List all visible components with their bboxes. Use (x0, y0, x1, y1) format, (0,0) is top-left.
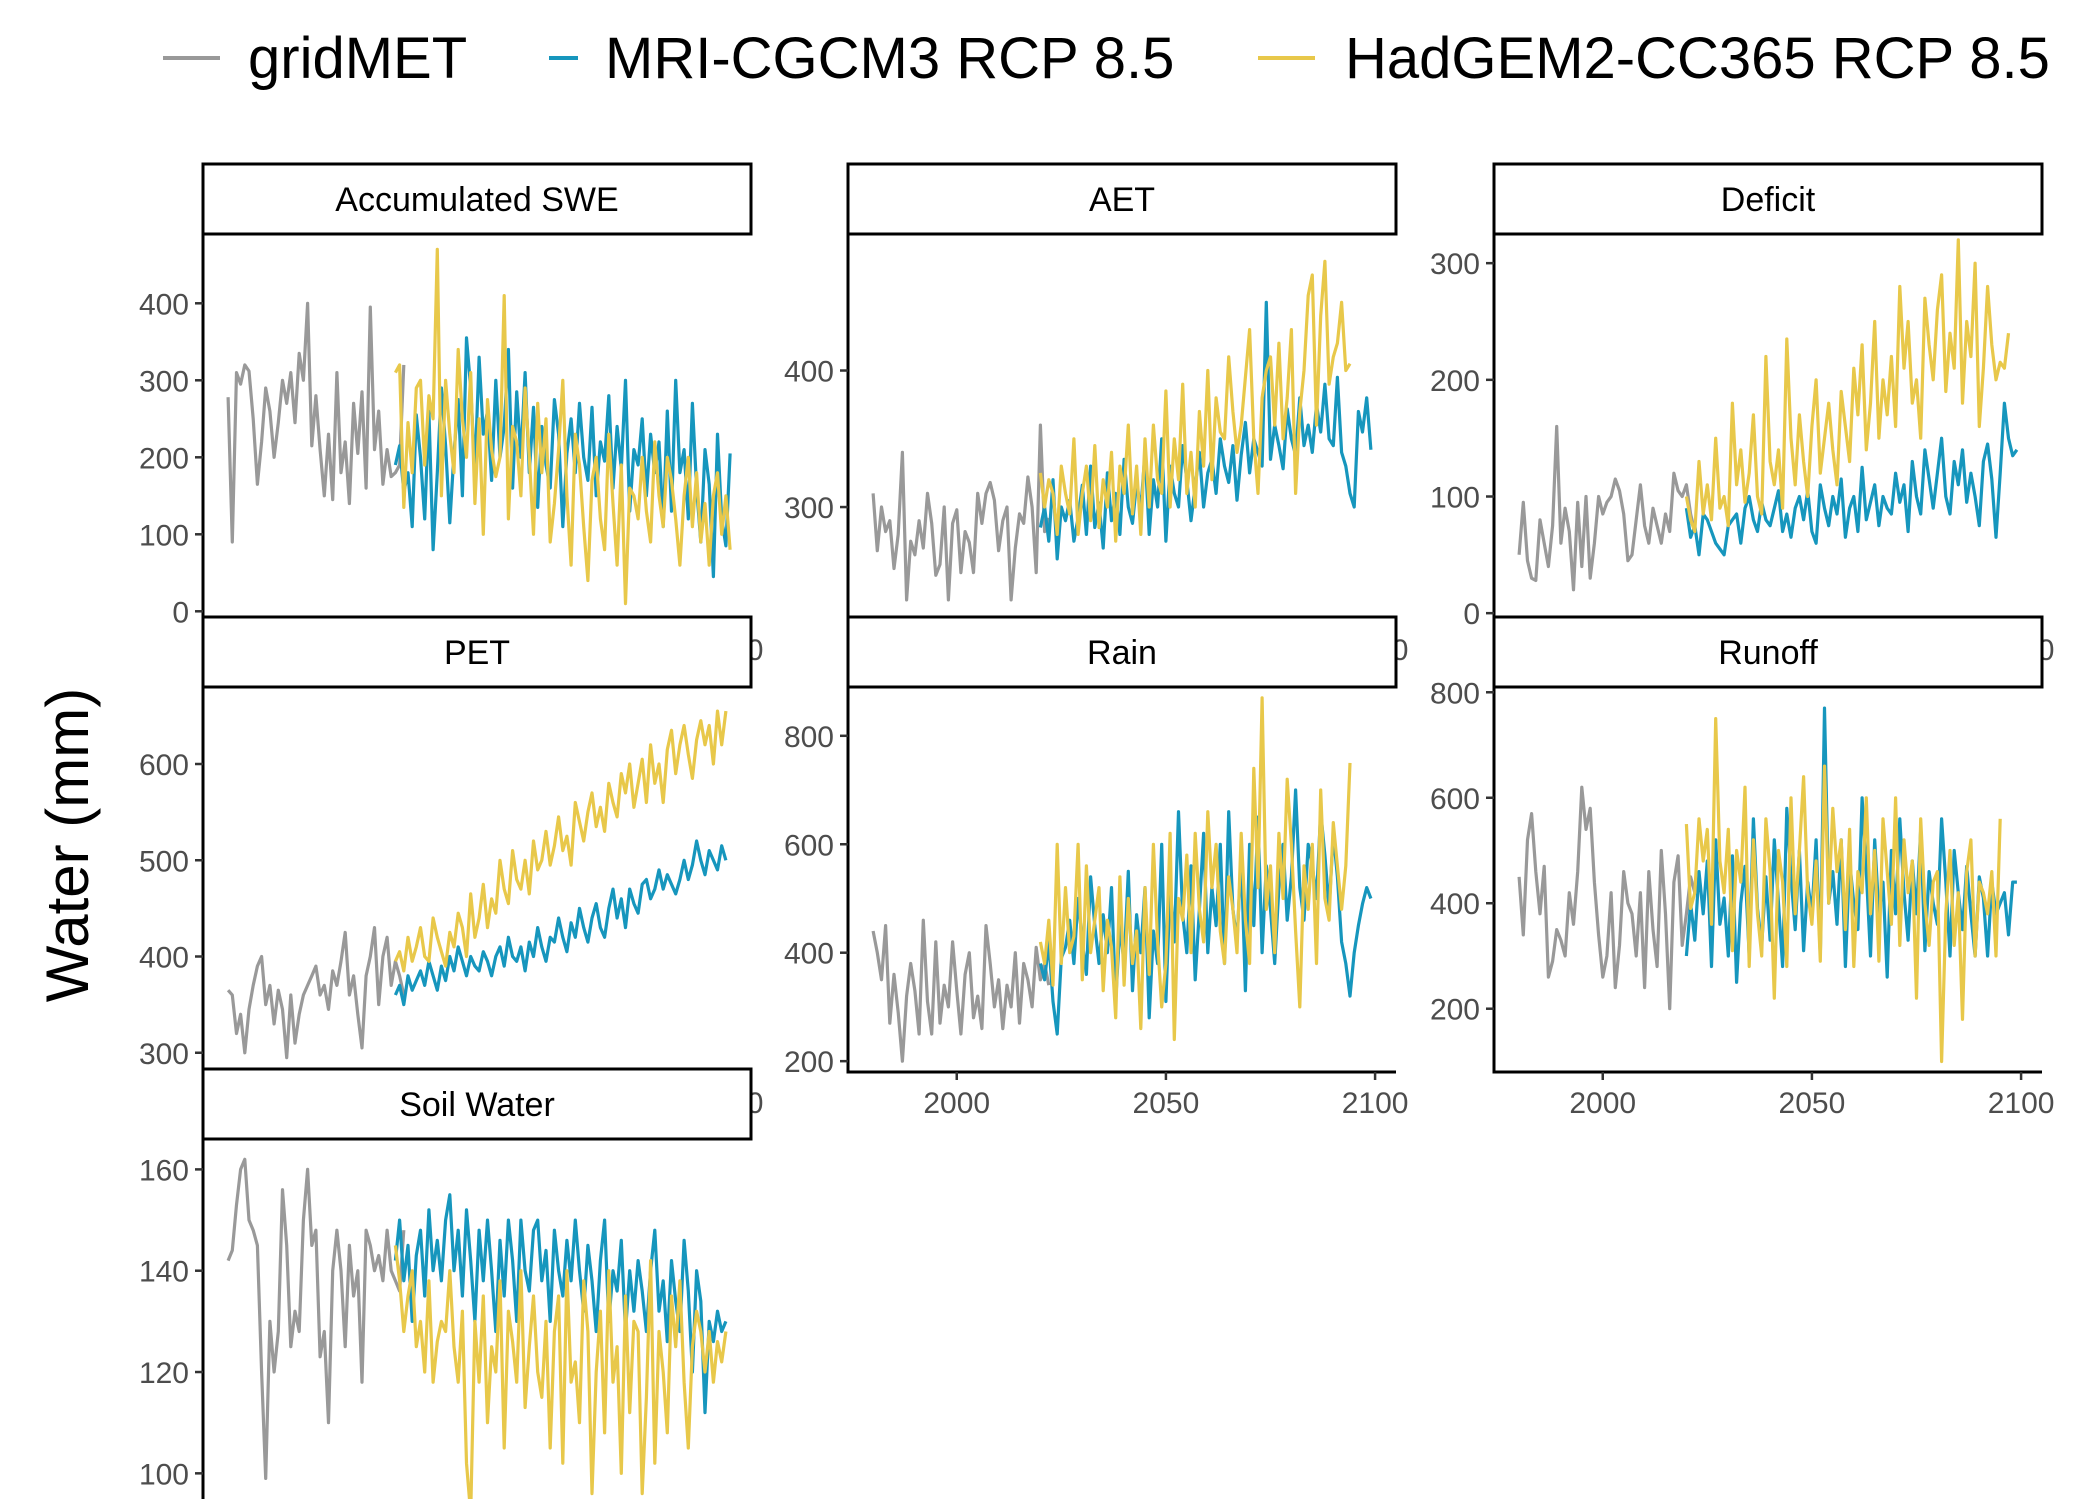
panel: Soil Water100120140160200020502100 (139, 1067, 753, 1499)
y-tick-label: 600 (1430, 783, 1480, 816)
panel-title: AET (1089, 181, 1155, 219)
panel: PET300400500600200020502100 (139, 615, 763, 1120)
y-tick-label: 160 (139, 1154, 189, 1187)
y-tick-label: 400 (784, 356, 834, 389)
panel-title: Rain (1087, 634, 1157, 672)
series-line (393, 247, 732, 606)
y-tick-label: 800 (784, 721, 834, 754)
panel-strip (846, 615, 1398, 689)
series-line (226, 925, 406, 1060)
y-tick-label: 400 (1430, 888, 1480, 921)
series-line (1517, 424, 1697, 592)
y-tick-label: 100 (1430, 482, 1480, 515)
y-tick-label: 120 (139, 1357, 189, 1390)
panel: Runoff 200 400 600 800 2000 2050 2100 (1430, 615, 2055, 1120)
y-tick-label: 140 (139, 1256, 189, 1289)
panel-strip (201, 1067, 753, 1141)
y-tick-label: 100 (139, 519, 189, 552)
y-tick-label: 800 (1430, 677, 1480, 710)
y-tick-label: 400 (139, 942, 189, 975)
panel-title: Runoff (1718, 634, 1818, 672)
y-tick-label: 400 (139, 288, 189, 321)
y-tick-label: 600 (139, 749, 189, 782)
series-line (1684, 716, 2002, 1064)
panel: Deficit0100200300200020502100 (1430, 162, 2054, 667)
x-tick-label: 2000 (1569, 1087, 1636, 1120)
y-tick-label: 200 (1430, 365, 1480, 398)
y-tick-label: 300 (784, 492, 834, 525)
y-tick-label: 300 (139, 365, 189, 398)
panel-strip (201, 615, 753, 689)
y-tick-label: 300 (139, 1038, 189, 1071)
panel-title: Soil Water (399, 1086, 555, 1124)
y-tick-label: 400 (784, 938, 834, 971)
y-tick-label: 100 (139, 1458, 189, 1491)
panel: Rain 200 400 600 800 2000 2050 2100 (784, 615, 1409, 1120)
series-line (1038, 696, 1352, 1042)
y-axis-label: Water (mm) (34, 688, 101, 1002)
panel-strip (846, 162, 1398, 236)
legend: gridMET MRI-CGCM3 RCP 8.5 HadGEM2-CC365 RC… (163, 26, 2050, 91)
legend-label: HadGEM2-CC365 RCP 8.5 (1345, 26, 2050, 91)
series-line (226, 301, 406, 544)
x-tick-label: 2100 (1988, 1087, 2055, 1120)
panel-strip (201, 162, 753, 236)
series-line (871, 918, 1051, 1063)
panel: AET300400200020502100 (784, 162, 1408, 667)
series-line (1517, 785, 1697, 1011)
series-line (393, 1193, 728, 1415)
x-tick-label: 2100 (1342, 1087, 1409, 1120)
x-tick-label: 2000 (923, 1087, 990, 1120)
legend-label: gridMET (248, 26, 467, 91)
y-tick-label: 0 (172, 596, 189, 629)
panel-strip (1492, 615, 2044, 689)
series-line (393, 1245, 728, 1499)
panel: Accumulated SWE0100200300400200020502100 (139, 162, 763, 667)
series-line (1684, 401, 2019, 557)
y-tick-label: 500 (139, 845, 189, 878)
legend-label: MRI-CGCM3 RCP 8.5 (605, 26, 1174, 91)
series-line (393, 839, 728, 1007)
panel-strip (1492, 162, 2044, 236)
y-tick-label: 200 (139, 442, 189, 475)
y-tick-label: 200 (784, 1046, 834, 1079)
series-line (1684, 238, 2011, 534)
y-tick-label: 300 (1430, 248, 1480, 281)
panel-title: PET (444, 634, 510, 672)
y-tick-label: 600 (784, 829, 834, 862)
panel-title: Deficit (1721, 181, 1816, 219)
series-line (1038, 259, 1352, 543)
legend-item: HadGEM2-CC365 RCP 8.5 (1258, 26, 2050, 91)
legend-item: MRI-CGCM3 RCP 8.5 (549, 26, 1174, 91)
y-tick-label: 0 (1463, 598, 1480, 631)
legend-item: gridMET (163, 26, 467, 91)
x-tick-label: 2050 (1133, 1087, 1200, 1120)
x-tick-label: 2050 (1779, 1087, 1846, 1120)
panel-title: Accumulated SWE (335, 181, 618, 219)
y-tick-label: 200 (1430, 994, 1480, 1027)
series-line (871, 423, 1051, 602)
series-line (393, 709, 728, 973)
series-line (393, 336, 732, 579)
series-line (226, 1157, 406, 1481)
